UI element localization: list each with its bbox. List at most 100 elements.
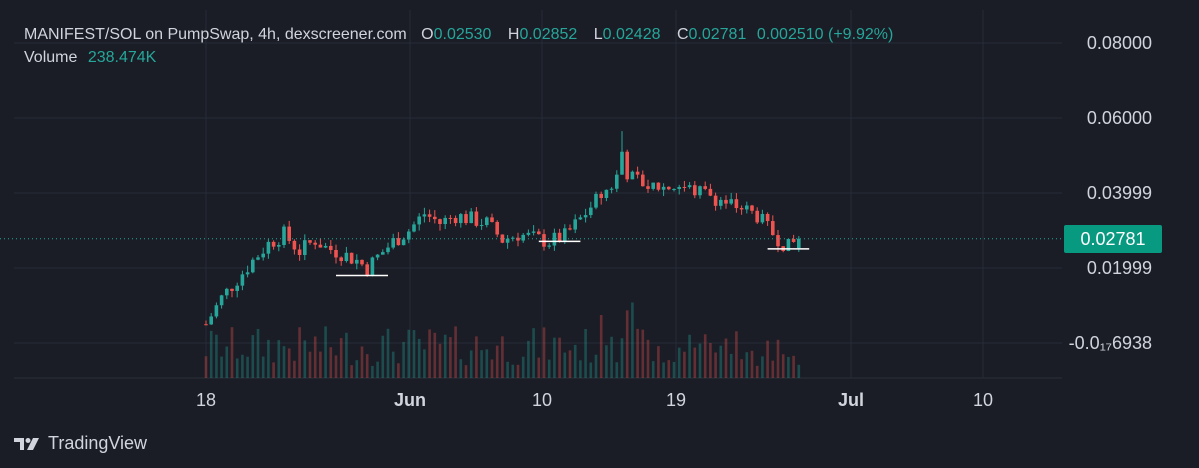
candle-body <box>604 189 609 199</box>
volume-bar <box>459 359 463 378</box>
candle-body <box>786 238 791 251</box>
candle-body <box>615 174 619 189</box>
volume-bar <box>537 357 541 378</box>
candle-body <box>261 253 265 258</box>
candle-body <box>287 226 291 241</box>
candle-body <box>682 186 687 188</box>
volume-bar <box>376 361 379 378</box>
volume-bar <box>646 339 650 378</box>
open-label: O <box>421 26 434 43</box>
tradingview-logo[interactable]: TradingView <box>14 433 147 454</box>
volume-bar <box>516 364 520 378</box>
candle-body <box>370 257 375 276</box>
volume-bar <box>407 329 411 378</box>
candle-body <box>235 285 239 291</box>
candle-body <box>209 316 213 325</box>
volume-bar <box>235 358 239 378</box>
volume-bar <box>423 349 426 378</box>
candle-body <box>256 257 260 260</box>
high-value: 0.02852 <box>519 26 578 43</box>
volume-bar <box>230 327 234 378</box>
volume-bar <box>573 344 577 378</box>
candle-body <box>776 235 780 247</box>
candle-body <box>490 217 494 222</box>
candle-body <box>282 226 286 246</box>
volume-bar <box>641 329 645 378</box>
candle-body <box>750 205 754 211</box>
candle-body <box>292 240 297 250</box>
candle-body <box>625 151 629 180</box>
volume-bar <box>724 338 728 378</box>
candle-body <box>729 199 733 204</box>
volume-bar <box>745 352 749 378</box>
volume-bar <box>204 356 208 378</box>
candle-body <box>563 228 567 242</box>
volume-bar <box>324 326 327 378</box>
current-price-tag: 0.02781 <box>1064 225 1162 253</box>
candle-body <box>765 213 770 222</box>
volume-bar <box>693 347 697 378</box>
candle-body <box>656 182 661 190</box>
volume-bar <box>495 345 499 378</box>
volume-bar <box>636 328 639 378</box>
candle-body <box>646 186 650 189</box>
volume-bar <box>667 360 671 378</box>
candle-body <box>693 185 697 196</box>
candle-body <box>448 217 453 219</box>
volume-bar <box>365 354 369 378</box>
volume-bar <box>261 356 265 378</box>
volume-bar <box>360 346 364 378</box>
volume-bar <box>464 365 468 378</box>
volume-bar <box>761 356 764 378</box>
candle-body <box>479 225 484 227</box>
candle-body <box>277 245 281 247</box>
candle-body <box>360 259 364 265</box>
candle-body <box>422 214 427 217</box>
candle-body <box>573 219 577 230</box>
x-tick-label: 10 <box>973 390 993 410</box>
volume-bar <box>620 338 624 378</box>
volume-bar <box>303 340 307 378</box>
candle-body <box>438 219 442 225</box>
volume-bar <box>750 350 754 378</box>
candle-body <box>568 228 572 230</box>
volume-bar <box>397 363 400 378</box>
candle-body <box>500 234 505 243</box>
candle-body <box>297 249 302 256</box>
volume-bar <box>501 336 504 378</box>
volume-bar <box>589 362 593 378</box>
y-tick-label: 0.03999 <box>1087 183 1152 203</box>
candle-body <box>620 151 624 175</box>
volume-bar <box>709 343 712 378</box>
volume-bar <box>350 365 353 378</box>
volume-bar <box>313 336 317 378</box>
high-label: H <box>507 26 520 43</box>
candle-body <box>329 245 333 250</box>
volume-bar <box>506 361 509 378</box>
candle-body <box>323 245 328 248</box>
candle-body <box>349 252 354 264</box>
volume-bar <box>792 355 795 378</box>
volume-bar <box>594 354 598 378</box>
candle-body <box>521 234 525 241</box>
candle-body <box>391 238 395 248</box>
candle-body <box>443 217 447 225</box>
candle-body <box>303 240 307 256</box>
candle-body <box>516 237 520 241</box>
volume-bar <box>599 314 603 378</box>
volume-bar <box>381 335 385 378</box>
candle-body <box>495 221 499 235</box>
volume-bar <box>215 334 218 378</box>
volume-bar <box>532 328 535 378</box>
volume-bar <box>433 332 437 378</box>
volume-bar <box>449 337 452 378</box>
volume-bar <box>241 354 244 378</box>
candle-body <box>375 254 380 258</box>
volume-bar <box>287 348 291 378</box>
volume-bar <box>776 339 780 378</box>
volume-bar <box>719 345 723 378</box>
candle-body <box>245 272 250 275</box>
candle-body <box>313 242 317 245</box>
volume-bar <box>625 310 629 378</box>
